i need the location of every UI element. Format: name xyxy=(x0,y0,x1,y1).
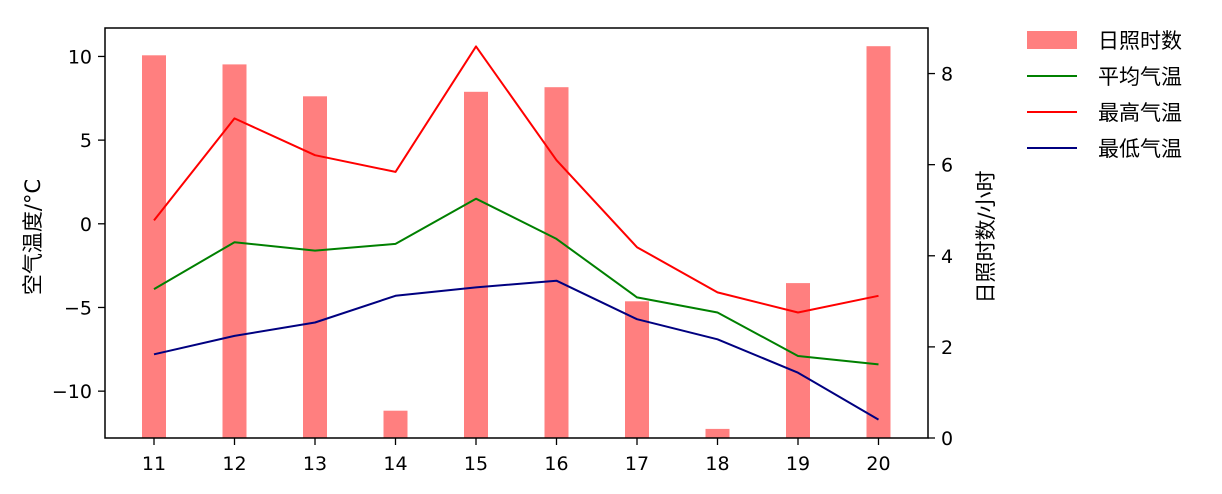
right-tick-label-3: 6 xyxy=(941,155,953,177)
legend-swatch-0 xyxy=(1027,31,1077,49)
bar-12 xyxy=(222,64,247,439)
x-tick-label-18: 18 xyxy=(705,453,729,475)
bar-20 xyxy=(866,46,891,438)
series-line-0 xyxy=(153,197,879,366)
right-tick-label-0: 0 xyxy=(941,428,953,450)
left-tick-label-2: 0 xyxy=(80,214,92,236)
legend-label-2: 最高气温 xyxy=(1098,101,1182,125)
legend-label-0: 日照时数 xyxy=(1098,29,1182,53)
left-tick-label-1: 5 xyxy=(80,130,92,152)
series-line-1 xyxy=(153,45,879,314)
right-axis-title: 日照时数/小时 xyxy=(974,170,998,303)
left-tick-label-3: −5 xyxy=(64,297,92,319)
x-tick-label-14: 14 xyxy=(383,453,407,475)
x-tick-label-13: 13 xyxy=(303,453,327,475)
bar-15 xyxy=(464,91,488,439)
lines-layer xyxy=(153,45,880,421)
bar-16 xyxy=(544,87,569,438)
bar-17 xyxy=(625,301,649,438)
bar-14 xyxy=(383,410,408,438)
bar-18 xyxy=(705,428,730,438)
left-tick-label-0: 10 xyxy=(68,46,92,68)
right-tick-label-2: 4 xyxy=(941,246,953,268)
series-line-2 xyxy=(153,279,880,421)
right-tick-label-1: 2 xyxy=(941,337,953,359)
left-axis-title: 空气温度/°C xyxy=(21,179,45,295)
x-tick-label-11: 11 xyxy=(142,453,166,475)
x-tick-label-16: 16 xyxy=(544,453,568,475)
bar-13 xyxy=(303,96,327,439)
left-tick-label-4: −10 xyxy=(52,381,92,403)
legend-label-1: 平均气温 xyxy=(1098,65,1182,89)
x-tick-label-12: 12 xyxy=(222,453,246,475)
bars-layer xyxy=(142,46,891,439)
x-tick-label-20: 20 xyxy=(866,453,890,475)
bar-19 xyxy=(786,283,810,438)
right-tick-label-4: 8 xyxy=(941,64,953,86)
legend-label-3: 最低气温 xyxy=(1098,137,1182,161)
bar-11 xyxy=(142,55,166,439)
axes-layer: 11 12 13 14 15 16 17 18 19 20 10 5 0 −5 −10 0 2 4 6 8 空气温度/°… xyxy=(21,27,998,475)
x-tick-label-15: 15 xyxy=(464,453,488,475)
plot-frame xyxy=(104,27,929,439)
x-tick-label-17: 17 xyxy=(625,453,649,475)
x-tick-label-19: 19 xyxy=(786,453,810,475)
